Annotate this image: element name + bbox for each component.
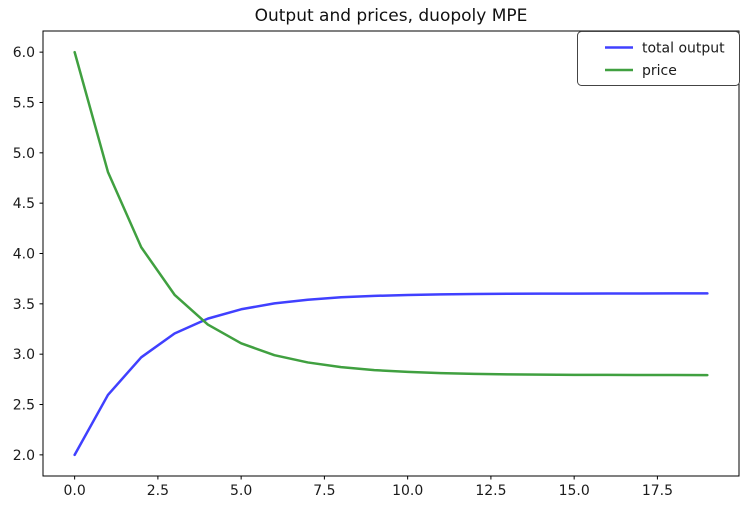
x-tick-label: 12.5 <box>475 483 506 499</box>
y-tick-label: 2.5 <box>13 398 35 414</box>
legend-label-total-output: total output <box>642 41 725 57</box>
y-tick-label: 6.0 <box>13 45 35 61</box>
legend-label-price: price <box>642 63 677 79</box>
legend-box <box>577 31 740 86</box>
y-tick-label: 5.0 <box>13 146 35 162</box>
legend: total output price <box>577 31 740 86</box>
x-axis-ticks: 0.0 2.5 5.0 7.5 10.0 12.5 15.0 17.5 <box>64 476 673 499</box>
y-tick-label: 4.5 <box>13 196 35 212</box>
plot-area <box>43 31 739 476</box>
x-tick-label: 0.0 <box>64 483 86 499</box>
axes-frame <box>42 30 740 477</box>
y-tick-label: 4.0 <box>13 247 35 263</box>
line-price <box>73 50 709 377</box>
x-tick-label: 17.5 <box>642 483 673 499</box>
y-tick-label: 3.0 <box>13 347 35 363</box>
x-tick-label: 7.5 <box>313 483 335 499</box>
y-tick-label: 2.0 <box>13 448 35 464</box>
y-tick-label: 5.5 <box>13 95 35 111</box>
x-tick-label: 10.0 <box>392 483 423 499</box>
y-axis-ticks: 2.0 2.5 3.0 3.5 4.0 4.5 5.0 5.5 6.0 <box>13 45 43 464</box>
data-lines <box>73 50 709 457</box>
x-tick-label: 15.0 <box>559 483 590 499</box>
x-tick-label: 2.5 <box>147 483 169 499</box>
line-total-output <box>73 292 709 457</box>
y-tick-label: 3.5 <box>13 297 35 313</box>
x-tick-label: 5.0 <box>230 483 252 499</box>
chart-title: Output and prices, duopoly MPE <box>255 6 528 26</box>
